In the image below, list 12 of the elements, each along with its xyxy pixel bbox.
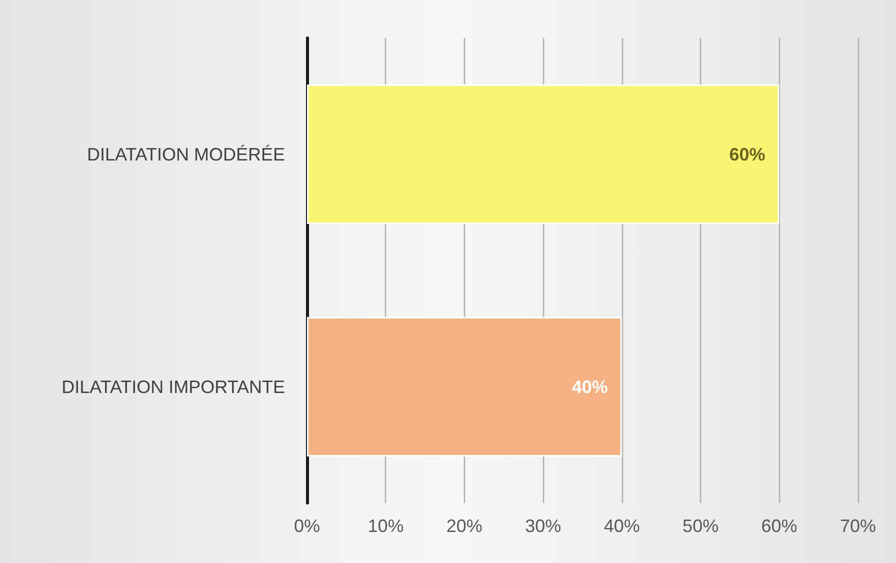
x-tick-label: 0% <box>294 516 320 536</box>
y-tick-label: DILATATION MODÉRÉE <box>86 144 285 164</box>
x-tick-label: 40% <box>604 516 640 536</box>
x-tick-label: 30% <box>525 516 562 536</box>
data-label: 40% <box>572 376 608 397</box>
y-tick-label: DILATATION IMPORTANTE <box>62 376 285 397</box>
x-tick-label: 70% <box>840 516 876 536</box>
x-tick-label: 10% <box>368 516 404 536</box>
x-tick-label: 60% <box>761 516 798 536</box>
x-tick-label: 20% <box>446 516 482 536</box>
data-label: 60% <box>729 144 766 164</box>
x-tick-label: 50% <box>682 516 719 536</box>
